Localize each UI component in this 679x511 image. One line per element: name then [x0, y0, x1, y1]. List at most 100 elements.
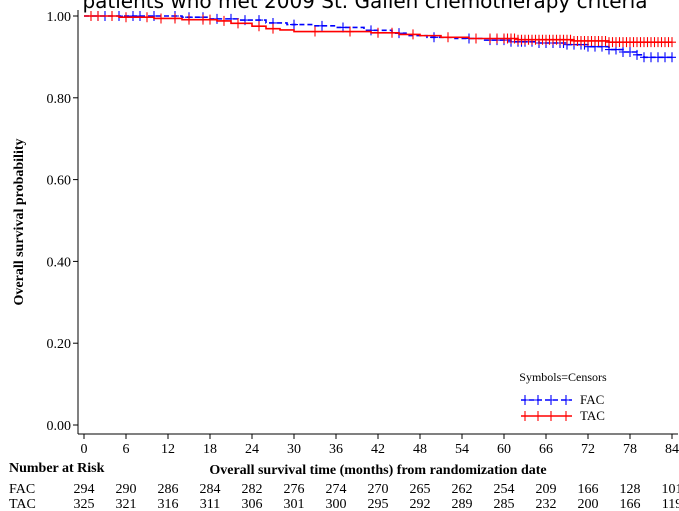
risk-value: 209 [536, 482, 557, 497]
x-axis-ticks: 0 6 12 18 24 30 36 42 48 54 60 66 72 78 84 [81, 434, 679, 457]
censor-mark-fac [430, 32, 438, 43]
x-tick-label: 0 [81, 442, 88, 457]
censor-mark-tac [143, 12, 151, 23]
x-tick-label: 48 [413, 442, 427, 457]
legend-censor-mark [521, 395, 529, 405]
legend-censor-mark [562, 395, 570, 405]
censor-mark-fac [661, 52, 669, 63]
risk-value: 166 [620, 497, 641, 511]
risk-value: 292 [410, 497, 431, 511]
risk-table: FAC 294 290 286 284 282 276 274 270 265 262 254 209 1… [9, 482, 679, 511]
x-tick-label: 66 [539, 442, 553, 457]
censor-mark-tac [206, 14, 214, 25]
risk-value: 128 [620, 482, 641, 497]
censor-mark-tac [444, 32, 452, 43]
x-tick-label: 78 [623, 442, 637, 457]
censor-mark-fac [619, 46, 627, 57]
censor-mark-tac [108, 11, 116, 21]
y-axis-label: Overall survival probability [12, 139, 27, 306]
legend-censor-mark [534, 395, 542, 405]
censor-mark-tac [87, 11, 95, 21]
chart-title: patients who met 2009 St. Gallen chemoth… [82, 0, 647, 13]
censor-mark-tac [409, 29, 417, 40]
censor-mark-fac [367, 25, 375, 36]
y-axis-ticks: 0.00 0.20 0.40 0.60 0.80 1.00 [47, 10, 78, 434]
x-tick-label: 6 [123, 442, 130, 457]
y-tick-label: 0.80 [47, 92, 72, 107]
risk-value: 282 [242, 482, 263, 497]
legend-label: TAC [580, 408, 605, 423]
risk-row-label: TAC [9, 497, 36, 511]
censor-mark-fac [318, 20, 326, 31]
risk-row-label: FAC [9, 482, 35, 497]
legend-title: Symbols=Censors [519, 370, 607, 384]
x-tick-label: 24 [245, 442, 259, 457]
censor-mark-tac [346, 26, 354, 37]
legend-item-tac: TAC [521, 408, 605, 423]
x-tick-label: 30 [287, 442, 301, 457]
risk-value: 270 [368, 482, 389, 497]
risk-value: 101 [662, 482, 679, 497]
censor-mark-tac [255, 21, 263, 32]
x-axis-label: Overall survival time (months) from rand… [209, 463, 546, 478]
risk-value: 321 [116, 497, 137, 511]
censor-mark-fac [150, 11, 158, 21]
censor-mark-fac [213, 13, 221, 24]
y-tick-label: 0.00 [47, 419, 72, 434]
censor-mark-fac [640, 52, 648, 63]
risk-value: 325 [74, 497, 95, 511]
censor-mark-tac [234, 18, 242, 29]
risk-value: 262 [452, 482, 473, 497]
x-tick-label: 54 [455, 442, 469, 457]
censor-mark-tac [388, 27, 396, 38]
x-tick-label: 60 [497, 442, 511, 457]
legend-censor-mark [521, 411, 529, 421]
x-tick-label: 42 [371, 442, 385, 457]
risk-value: 166 [578, 482, 599, 497]
x-tick-label: 18 [203, 442, 217, 457]
legend-censor-mark [547, 411, 555, 421]
series-line-fac [84, 15, 672, 59]
risk-table-header: Number at Risk [9, 461, 105, 476]
risk-value: 286 [158, 482, 179, 497]
risk-value: 284 [200, 482, 221, 497]
censor-mark-tac [94, 11, 102, 21]
risk-value: 265 [410, 482, 431, 497]
censor-mark-fac [129, 11, 137, 21]
x-tick-label: 12 [161, 442, 175, 457]
censor-mark-tac [668, 37, 676, 48]
censor-mark-fac [626, 46, 634, 57]
censor-mark-fac [654, 52, 662, 63]
risk-value: 232 [536, 497, 557, 511]
censor-mark-tac [220, 15, 228, 26]
censor-mark-tac [185, 14, 193, 25]
censor-mark-tac [374, 27, 382, 38]
censor-mark-fac [290, 19, 298, 30]
x-tick-label: 36 [329, 442, 343, 457]
censor-mark-tac [486, 33, 494, 44]
censor-mark-tac [493, 33, 501, 44]
censor-mark-tac [311, 26, 319, 37]
censor-mark-fac [633, 49, 641, 60]
legend-censor-mark [547, 395, 555, 405]
censor-mark-tac [472, 33, 480, 44]
series-layer [84, 11, 676, 63]
censor-mark-tac [171, 13, 179, 24]
censor-mark-fac [647, 52, 655, 63]
censor-mark-tac [269, 23, 277, 34]
risk-value: 295 [368, 497, 389, 511]
risk-value: 276 [284, 482, 305, 497]
censor-mark-fac [136, 11, 144, 21]
legend-censor-mark [562, 411, 570, 421]
risk-value: 316 [158, 497, 179, 511]
censor-mark-fac [668, 52, 676, 63]
legend-label: FAC [580, 392, 604, 407]
y-tick-label: 1.00 [47, 10, 72, 25]
risk-value: 294 [74, 482, 95, 497]
censor-mark-tac [601, 35, 610, 46]
censor-mark-tac [199, 14, 207, 25]
censor-mark-tac [122, 12, 130, 23]
